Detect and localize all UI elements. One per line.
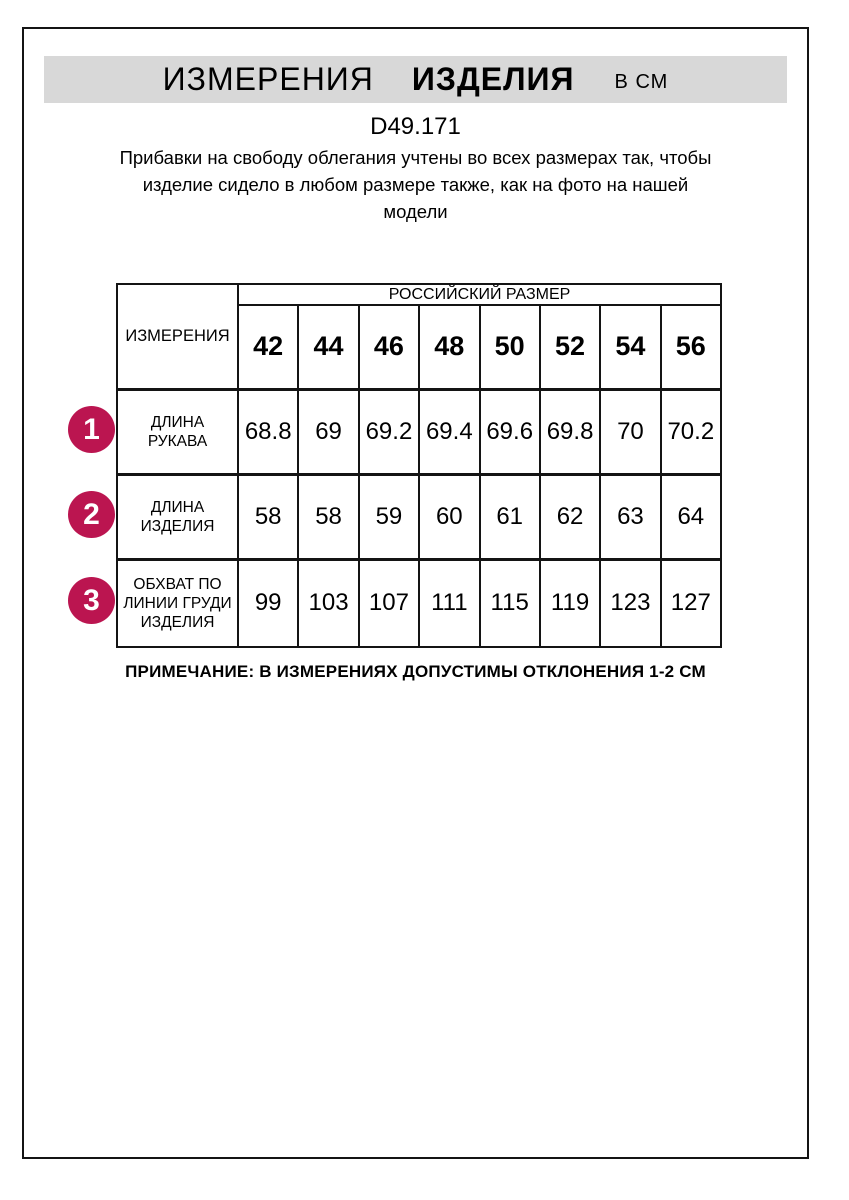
- value-cell: 69.4: [418, 387, 481, 475]
- value-cell: 127: [659, 557, 723, 648]
- table-row-sleeve-length: ДЛИНА РУКАВА 68.8 69 69.2 69.4 69.6 69.8…: [116, 387, 723, 475]
- size-header: 44: [297, 304, 360, 390]
- value-cell: 61: [478, 472, 541, 560]
- title-product: ИЗДЕЛИЯ: [411, 61, 575, 97]
- title-band: ИЗМЕРЕНИЯ ИЗДЕЛИЯ В СМ: [44, 56, 787, 103]
- row-number-badge-3: 3: [68, 577, 115, 624]
- value-cell: 111: [418, 557, 481, 648]
- table-row-garment-length: ДЛИНА ИЗДЕЛИЯ 58 58 59 60 61 62 63 64: [116, 472, 723, 560]
- value-cell: 59: [357, 472, 421, 560]
- size-header: 52: [538, 304, 602, 390]
- row-label: ДЛИНА РУКАВА: [116, 387, 239, 475]
- value-cell: 69.8: [538, 387, 602, 475]
- value-cell: 70.2: [659, 387, 723, 475]
- size-header: 50: [478, 304, 541, 390]
- value-cell: 70: [599, 387, 662, 475]
- value-cell: 103: [297, 557, 360, 648]
- row-number-badge-2: 2: [68, 491, 115, 538]
- value-cell: 99: [236, 557, 300, 648]
- size-header: 42: [236, 304, 300, 390]
- value-cell: 64: [659, 472, 723, 560]
- title-unit-cm: В СМ: [614, 71, 669, 93]
- table-row-chest-girth: ОБХВАТ ПО ЛИНИИ ГРУДИ ИЗДЕЛИЯ 99 103 107…: [116, 557, 723, 648]
- measurements-table: ИЗМЕРЕНИЯ РОССИЙСКИЙ РАЗМЕР 42 44 46 48 …: [116, 283, 723, 648]
- model-number: D49.171: [370, 113, 461, 140]
- value-cell: 58: [297, 472, 360, 560]
- group-header-row: ИЗМЕРЕНИЯ РОССИЙСКИЙ РАЗМЕР: [116, 283, 722, 390]
- sizes-row: 42 44 46 48 50 52 54 56: [117, 304, 723, 390]
- size-header: 48: [418, 304, 481, 390]
- value-cell: 68.8: [236, 387, 300, 475]
- value-cell: 63: [599, 472, 662, 560]
- value-cell: 107: [357, 557, 421, 648]
- value-cell: 69: [297, 387, 360, 475]
- row-label: ОБХВАТ ПО ЛИНИИ ГРУДИ ИЗДЕЛИЯ: [116, 557, 239, 648]
- size-header: 54: [599, 304, 662, 390]
- title-measurements: ИЗМЕРЕНИЯ: [162, 61, 374, 97]
- value-cell: 69.6: [478, 387, 541, 475]
- value-cell: 123: [599, 557, 662, 648]
- tolerance-note: ПРИМЕЧАНИЕ: В ИЗМЕРЕНИЯХ ДОПУСТИМЫ ОТКЛО…: [125, 662, 706, 681]
- value-cell: 62: [538, 472, 602, 560]
- value-cell: 60: [418, 472, 481, 560]
- value-cell: 58: [236, 472, 300, 560]
- value-cell: 115: [478, 557, 541, 648]
- row-label: ДЛИНА ИЗДЕЛИЯ: [116, 472, 239, 560]
- group-header-cell: РОССИЙСКИЙ РАЗМЕР: [237, 283, 722, 306]
- value-cell: 119: [538, 557, 602, 648]
- size-header: 46: [357, 304, 421, 390]
- corner-header-cell: ИЗМЕРЕНИЯ: [116, 283, 239, 390]
- row-number-badge-1: 1: [68, 406, 115, 453]
- value-cell: 69.2: [357, 387, 421, 475]
- size-header: 56: [659, 304, 723, 390]
- fit-description: Прибавки на свободу облегания учтены во …: [119, 147, 712, 222]
